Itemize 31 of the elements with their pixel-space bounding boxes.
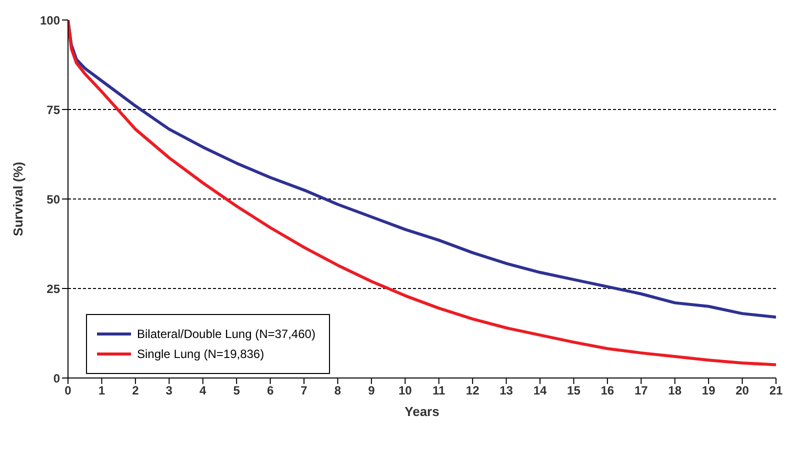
x-tick-label: 9 — [368, 384, 376, 398]
x-tick-label: 12 — [466, 384, 480, 398]
x-tick-label: 20 — [736, 384, 750, 398]
legend-label: Bilateral/Double Lung (N=37,460) — [137, 327, 316, 341]
x-tick-label: 8 — [334, 384, 342, 398]
x-tick-label: 10 — [398, 384, 412, 398]
x-tick-label: 4 — [200, 384, 207, 398]
x-tick-label: 14 — [533, 384, 547, 398]
x-tick-label: 3 — [166, 384, 173, 398]
x-tick-label: 2 — [132, 384, 140, 398]
x-tick-label: 17 — [634, 384, 648, 398]
x-tick-label: 19 — [702, 384, 716, 398]
x-tick-label: 18 — [668, 384, 682, 398]
legend-label: Single Lung (N=19,836) — [137, 347, 264, 361]
x-tick-label: 7 — [300, 384, 308, 398]
x-tick-label: 0 — [64, 384, 72, 398]
x-tick-label: 11 — [432, 384, 446, 398]
x-tick-label: 5 — [233, 384, 240, 398]
x-tick-label: 15 — [567, 384, 581, 398]
y-axis-title: Survival (%) — [10, 162, 26, 236]
x-tick-label: 16 — [600, 384, 614, 398]
y-tick-label: 75 — [46, 102, 60, 117]
x-axis-title: Years — [404, 404, 440, 419]
y-tick-label: 0 — [53, 371, 60, 386]
y-tick-label: 100 — [40, 13, 60, 28]
x-tick-label: 1 — [98, 384, 106, 398]
x-tick-label: 6 — [266, 384, 274, 398]
x-tick-label: 13 — [500, 384, 514, 398]
y-tick-label: 25 — [46, 282, 60, 296]
x-tick-label: 21 — [769, 384, 783, 398]
y-tick-label: 50 — [46, 192, 60, 206]
